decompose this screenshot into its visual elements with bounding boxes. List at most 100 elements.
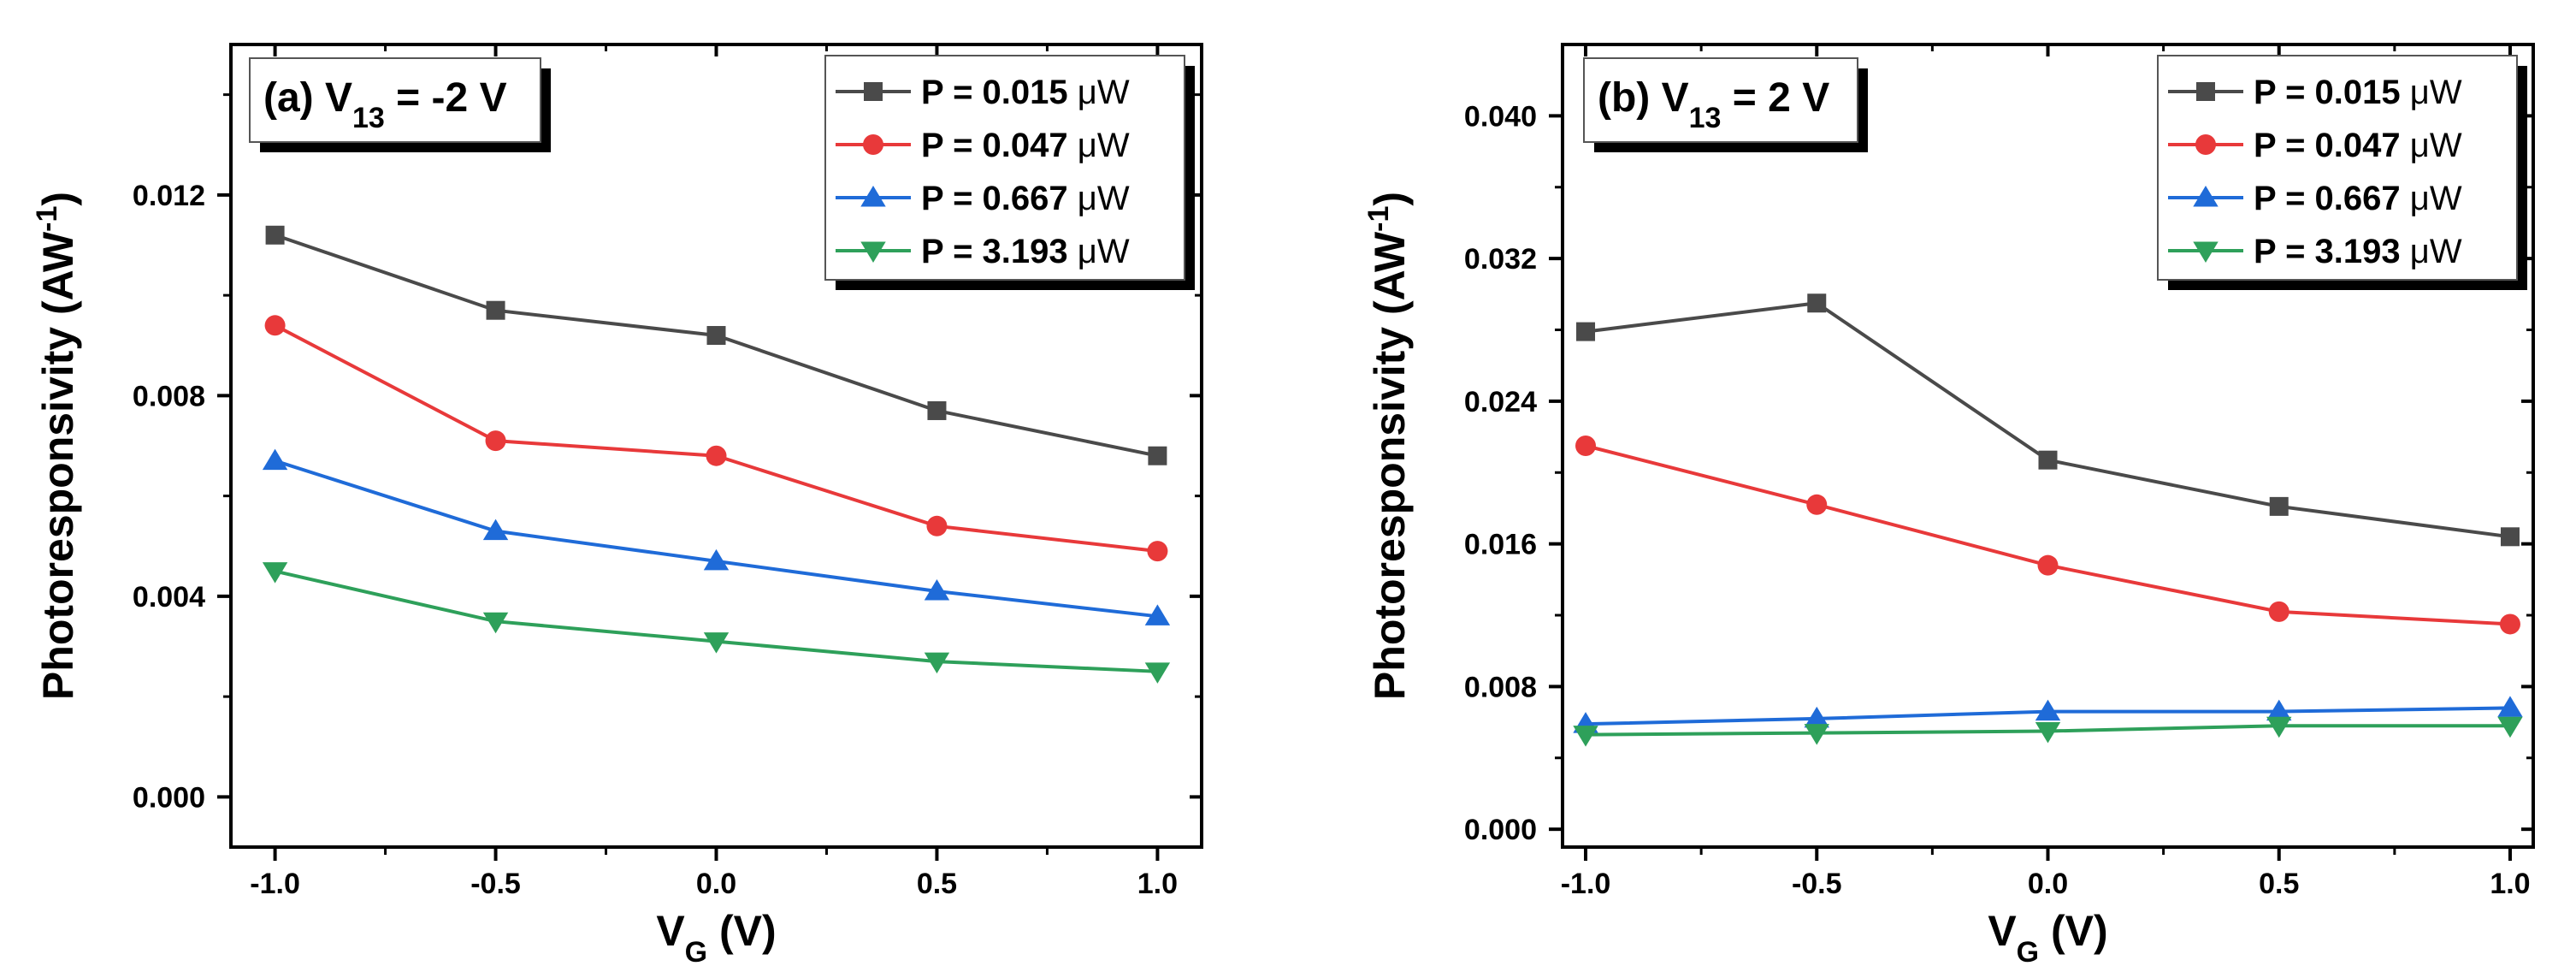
panel-b-series-1-line	[1585, 444, 2511, 626]
panel-b-series-0-point-3	[2269, 496, 2289, 516]
panel-a-xtick-label-1: -0.5	[470, 868, 521, 900]
panel-b-title-rest: = 2 V	[1721, 75, 1829, 121]
panel-b-series-1-point-1	[1806, 494, 1828, 515]
panel-a-legend-label-0-unit: μW	[1078, 74, 1130, 111]
panel-a-series-1-point-0	[264, 315, 286, 336]
panel-b-xaxis-title-var: V	[1988, 907, 2017, 955]
panel-a-title-frame	[249, 57, 541, 143]
panel-a-series-2-point-2	[703, 548, 730, 571]
panel-b-series-3-point-0	[1573, 726, 1598, 747]
panel-b-legend-label-2: P = 0.667 μW	[2254, 180, 2462, 217]
panel-a-series-2-point-4	[1144, 604, 1171, 625]
panel-b-title: (b) V13 = 2 V	[1598, 75, 1829, 134]
panel-b-series-2-point-1	[1804, 706, 1829, 728]
panel-b-title-sub: 13	[1689, 102, 1722, 134]
panel-a-legend-label-2-value: P = 0.667	[921, 180, 1078, 217]
panel-a-xtick-label-2: 0.0	[696, 868, 736, 900]
panel-a-series-3-point-3	[924, 652, 950, 674]
panel-b-legend-marker-2	[2193, 186, 2219, 207]
panel-b-series-1-point-3	[2268, 601, 2289, 622]
panel-b-xaxis-title-sub: G	[2017, 936, 2039, 969]
panel-b-legend-marker-0	[2196, 82, 2215, 101]
panel-a-xaxis-title-unit: (V)	[707, 907, 777, 955]
panel-a-legend-label-2: P = 0.667 μW	[921, 180, 1130, 217]
panel-a-title-var: V	[325, 75, 352, 121]
panel-b-title-frame	[1583, 57, 1858, 143]
panel-b-legend-label-1-unit: μW	[2410, 127, 2462, 164]
panel-b-series-0-point-0	[1576, 322, 1596, 341]
panel-a-legend-label-0-value: P = 0.015	[921, 74, 1078, 111]
panel-a-xaxis-title-var: V	[656, 907, 685, 955]
panel-b-title-label: (b)	[1598, 75, 1662, 121]
panel-a-series-3-line	[275, 569, 1158, 673]
panel-b-yaxis-title: Photoresponsivity (AW-1)	[1362, 192, 1414, 700]
panel-a-series-3-point-2	[703, 632, 730, 654]
panel-b-yaxis-title-close: )	[1366, 192, 1414, 206]
panel-a-series-2-point-0	[262, 448, 288, 471]
panel-b-legend-label-1: P = 0.047 μW	[2254, 127, 2462, 164]
panel-b-series-3-point-4	[2497, 716, 2523, 738]
panel-b-legend-label-1-value: P = 0.047	[2254, 127, 2410, 164]
panel-b-xtick-label-2: 0.0	[2028, 868, 2068, 900]
panel-a-series-1-point-4	[1147, 541, 1168, 562]
panel-a-yaxis-title: Photoresponsivity (AW-1)	[31, 192, 82, 700]
panel-a-legend-label-0: P = 0.015 μW	[921, 74, 1130, 111]
panel-a-series-0-point-0	[265, 225, 285, 245]
panel-b-series-1-point-4	[2499, 613, 2520, 635]
panel-a-title-label: (a)	[263, 75, 325, 121]
panel-b-legend-label-0: P = 0.015 μW	[2254, 74, 2462, 111]
panel-a-series-0-point-2	[706, 326, 726, 346]
panel-b-legend-marker-1	[2195, 134, 2216, 155]
panel-a-series-3-point-4	[1144, 662, 1171, 684]
panel-a-series-0-point-1	[486, 300, 505, 320]
panel-b-xtick-label-0: -1.0	[1561, 868, 1611, 900]
panel-b-legend-label-0-unit: μW	[2410, 74, 2462, 111]
panel-b-series-0-point-4	[2500, 527, 2520, 547]
panel-a-legend-label-3: P = 3.193 μW	[921, 233, 1130, 270]
panel-b-title-var: V	[1662, 75, 1689, 121]
panel-a-series-2-point-1	[482, 519, 509, 541]
panel-a-series-0-point-3	[927, 400, 947, 420]
panel-b-yaxis-title-main: Photoresponsivity (AW	[1366, 231, 1414, 700]
panel-a-legend-label-3-value: P = 3.193	[921, 233, 1078, 270]
panel-a-title-sub: 13	[352, 102, 385, 134]
panel-b-legend-label-2-value: P = 0.667	[2254, 180, 2410, 217]
panel-a-series-2-point-3	[924, 579, 950, 601]
panel-b-ytick-label-4: 0.032	[1464, 243, 1537, 276]
panel-a-legend-marker-2	[860, 186, 886, 207]
panel-b-series-0-point-1	[1807, 293, 1827, 313]
panel-a-legend-marker-0	[864, 82, 883, 101]
panel-b-ytick-label-2: 0.016	[1464, 529, 1537, 561]
panel-a-yaxis-title-main: Photoresponsivity (AW	[34, 231, 82, 700]
panel-b-chart: -1.0 -0.5 0.0 0.5 1.0 0.000 0.008 0.016 0.024 0.0…	[1362, 43, 2535, 969]
panel-b-xtick-label-3: 0.5	[2259, 868, 2299, 900]
panel-a-legend-label-3-unit: μW	[1078, 233, 1130, 270]
panel-b-series-3-point-1	[1804, 724, 1829, 745]
panel-b-xaxis-title: VG (V)	[1988, 907, 2107, 969]
panel-b-ytick-label-1: 0.008	[1464, 671, 1537, 703]
panel-b-legend: P = 0.015 μWP = 0.047 μWP = 0.667 μWP = …	[2157, 55, 2527, 290]
panel-a-legend: P = 0.015 μWP = 0.047 μWP = 0.667 μWP = …	[824, 55, 1195, 290]
panel-b-legend-marker-3	[2193, 241, 2219, 263]
panel-b-ytick-label-0: 0.000	[1464, 814, 1537, 846]
panel-b-series-0-line	[1585, 301, 2511, 539]
panel-a-series-1-point-1	[485, 430, 506, 452]
panel-b-ytick-label-5: 0.040	[1464, 100, 1537, 133]
panel-a-xtick-label-4: 1.0	[1137, 868, 1178, 900]
panel-a-xtick-label-3: 0.5	[917, 868, 957, 900]
panel-a-legend-label-2-unit: μW	[1078, 180, 1130, 217]
panel-a-series-1-point-3	[926, 515, 948, 536]
panel-a-ytick-label-0: 0.000	[133, 781, 205, 814]
panel-b-yaxis-title-sup: -1	[1362, 206, 1395, 232]
panel-a-legend-marker-3	[860, 241, 886, 263]
panel-a-chart: -1.0 -0.5 0.0 0.5 1.0 0.000 0.004 0.008 0.012 VG …	[31, 43, 1203, 969]
panel-b-series-0-point-2	[2038, 450, 2058, 470]
panel-a-series-1-line	[274, 323, 1158, 554]
panel-b-legend-label-3-value: P = 3.193	[2254, 233, 2410, 270]
panel-a-legend-label-1-unit: μW	[1078, 127, 1130, 164]
panel-a-title-box: (a) V13 = -2 V	[249, 57, 551, 152]
panel-b-title-box: (b) V13 = 2 V	[1583, 57, 1868, 152]
panel-b-series-2-point-4	[2497, 696, 2523, 717]
panel-a-series-0-point-4	[1148, 446, 1167, 465]
